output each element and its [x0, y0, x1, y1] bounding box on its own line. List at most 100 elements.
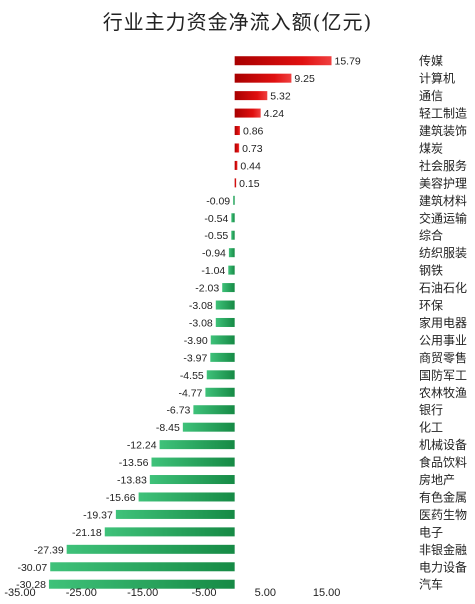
value-label-轻工制造: 4.24 [264, 108, 285, 120]
bar-公用事业 [210, 335, 235, 345]
bar-农林牧渔 [205, 387, 235, 397]
category-label-国防军工: 国防军工 [419, 367, 467, 382]
category-label-家用电器: 家用电器 [419, 315, 467, 330]
category-label-美容护理: 美容护理 [419, 175, 467, 190]
x-axis: -35.00 -25.00 -15.00 -5.00 5.00 15.00 [4, 587, 340, 599]
bar-机械设备 [159, 440, 235, 450]
x-tick-label: -5.00 [191, 587, 216, 599]
value-label-社会服务: 0.44 [240, 160, 261, 172]
value-label-有色金属: -15.66 [106, 492, 136, 504]
category-label-计算机: 计算机 [419, 71, 455, 86]
bar-国防军工 [206, 370, 235, 380]
category-label-钢铁: 钢铁 [419, 264, 443, 278]
value-label-农林牧渔: -4.77 [178, 387, 202, 399]
category-label-社会服务: 社会服务 [419, 158, 467, 173]
value-label-电力设备: -30.07 [17, 562, 47, 574]
category-label-房地产: 房地产 [419, 472, 455, 487]
category-label-轻工制造: 轻工制造 [419, 107, 467, 121]
value-label-环保: -3.08 [189, 300, 213, 312]
category-label-化工: 化工 [419, 421, 443, 435]
value-label-综合: -0.55 [204, 230, 228, 242]
value-label-纺织服装: -0.94 [202, 248, 226, 260]
bar-通信 [234, 91, 268, 101]
value-label-煤炭: 0.73 [242, 143, 263, 155]
bar-综合 [231, 230, 235, 240]
bar-计算机 [234, 73, 292, 83]
value-label-房地产: -13.83 [117, 475, 147, 487]
category-label-公用事业: 公用事业 [419, 333, 467, 347]
value-label-国防军工: -4.55 [180, 370, 204, 382]
category-label-商贸零售: 商贸零售 [419, 350, 467, 365]
category-label-有色金属: 有色金属 [419, 489, 467, 504]
x-tick-label: 15.00 [313, 587, 341, 599]
category-label-纺织服装: 纺织服装 [419, 246, 467, 260]
bar-有色金属 [138, 492, 235, 502]
category-label-电子: 电子 [419, 525, 443, 539]
category-label-医药生物: 医药生物 [419, 508, 467, 522]
value-label-商贸零售: -3.97 [183, 352, 207, 364]
bars-group [48, 56, 332, 589]
category-label-食品饮料: 食品饮料 [419, 455, 467, 470]
category-label-建筑装饰: 建筑装饰 [419, 123, 467, 138]
category-label-环保: 环保 [419, 299, 443, 313]
category-label-石油石化: 石油石化 [419, 281, 467, 295]
bar-商贸零售 [210, 352, 235, 362]
x-tick-label: -15.00 [127, 587, 158, 599]
bar-汽车 [48, 579, 235, 589]
value-label-传媒: 15.79 [335, 56, 361, 68]
category-label-非银金融: 非银金融 [419, 542, 467, 557]
value-label-医药生物: -19.37 [83, 509, 113, 521]
category-label-汽车: 汽车 [419, 577, 443, 592]
value-label-建筑材料: -0.09 [206, 195, 230, 207]
bar-医药生物 [115, 509, 235, 519]
value-label-化工: -8.45 [156, 422, 180, 434]
category-label-煤炭: 煤炭 [419, 141, 443, 155]
bar-纺织服装 [228, 248, 235, 258]
category-label-机械设备: 机械设备 [419, 437, 467, 452]
bar-非银金融 [66, 544, 235, 554]
value-label-非银金融: -27.39 [34, 544, 64, 556]
bar-钢铁 [228, 265, 235, 275]
value-label-计算机: 9.25 [294, 73, 315, 85]
value-label-家用电器: -3.08 [189, 317, 213, 329]
bar-食品饮料 [151, 457, 235, 467]
value-label-石油石化: -2.03 [195, 283, 219, 295]
value-label-通信: 5.32 [270, 91, 291, 103]
category-label-综合: 综合 [419, 228, 443, 243]
category-label-传媒: 传媒 [419, 53, 443, 68]
bar-房地产 [149, 475, 235, 485]
bar-传媒 [234, 56, 332, 66]
bar-煤炭 [234, 143, 240, 153]
bar-石油石化 [222, 283, 235, 293]
category-label-通信: 通信 [419, 89, 443, 103]
category-label-银行: 银行 [419, 403, 443, 417]
category-label-建筑材料: 建筑材料 [419, 193, 467, 208]
x-tick-label: 5.00 [255, 587, 276, 599]
bar-银行 [193, 405, 235, 415]
category-label-交通运输: 交通运输 [419, 210, 467, 225]
bar-社会服务 [234, 160, 238, 170]
value-label-电子: -21.18 [72, 527, 102, 539]
x-tick-label: -25.00 [66, 587, 97, 599]
bar-交通运输 [231, 213, 235, 223]
value-labels-group: 15.79 9.255.32 4.240.86 0.73 0.44 0.15 -0.09 -0… [16, 56, 361, 591]
value-label-美容护理: 0.15 [239, 178, 260, 190]
bar-环保 [215, 300, 235, 310]
bar-美容护理 [234, 178, 237, 188]
bar-建筑装饰 [234, 126, 240, 136]
value-label-钢铁: -1.04 [201, 265, 225, 277]
value-label-建筑装饰: 0.86 [243, 126, 264, 138]
bar-化工 [182, 422, 235, 432]
bar-轻工制造 [234, 108, 261, 118]
category-label-电力设备: 电力设备 [419, 560, 467, 574]
x-tick-label: -35.00 [4, 587, 35, 599]
value-label-汽车: -30.28 [16, 579, 46, 591]
chart-title: 行业主力资金净流入额(亿元) [102, 10, 373, 34]
value-label-机械设备: -12.24 [127, 440, 157, 452]
bar-电力设备 [50, 562, 235, 572]
category-labels-group: 传媒计算机通信轻工制造建筑装饰煤炭社会服务美容护理建筑材料交通运输综合纺织服装钢… [419, 53, 467, 592]
bar-电子 [104, 527, 235, 537]
value-label-公用事业: -3.90 [184, 335, 208, 347]
bar-建筑材料 [233, 195, 235, 205]
